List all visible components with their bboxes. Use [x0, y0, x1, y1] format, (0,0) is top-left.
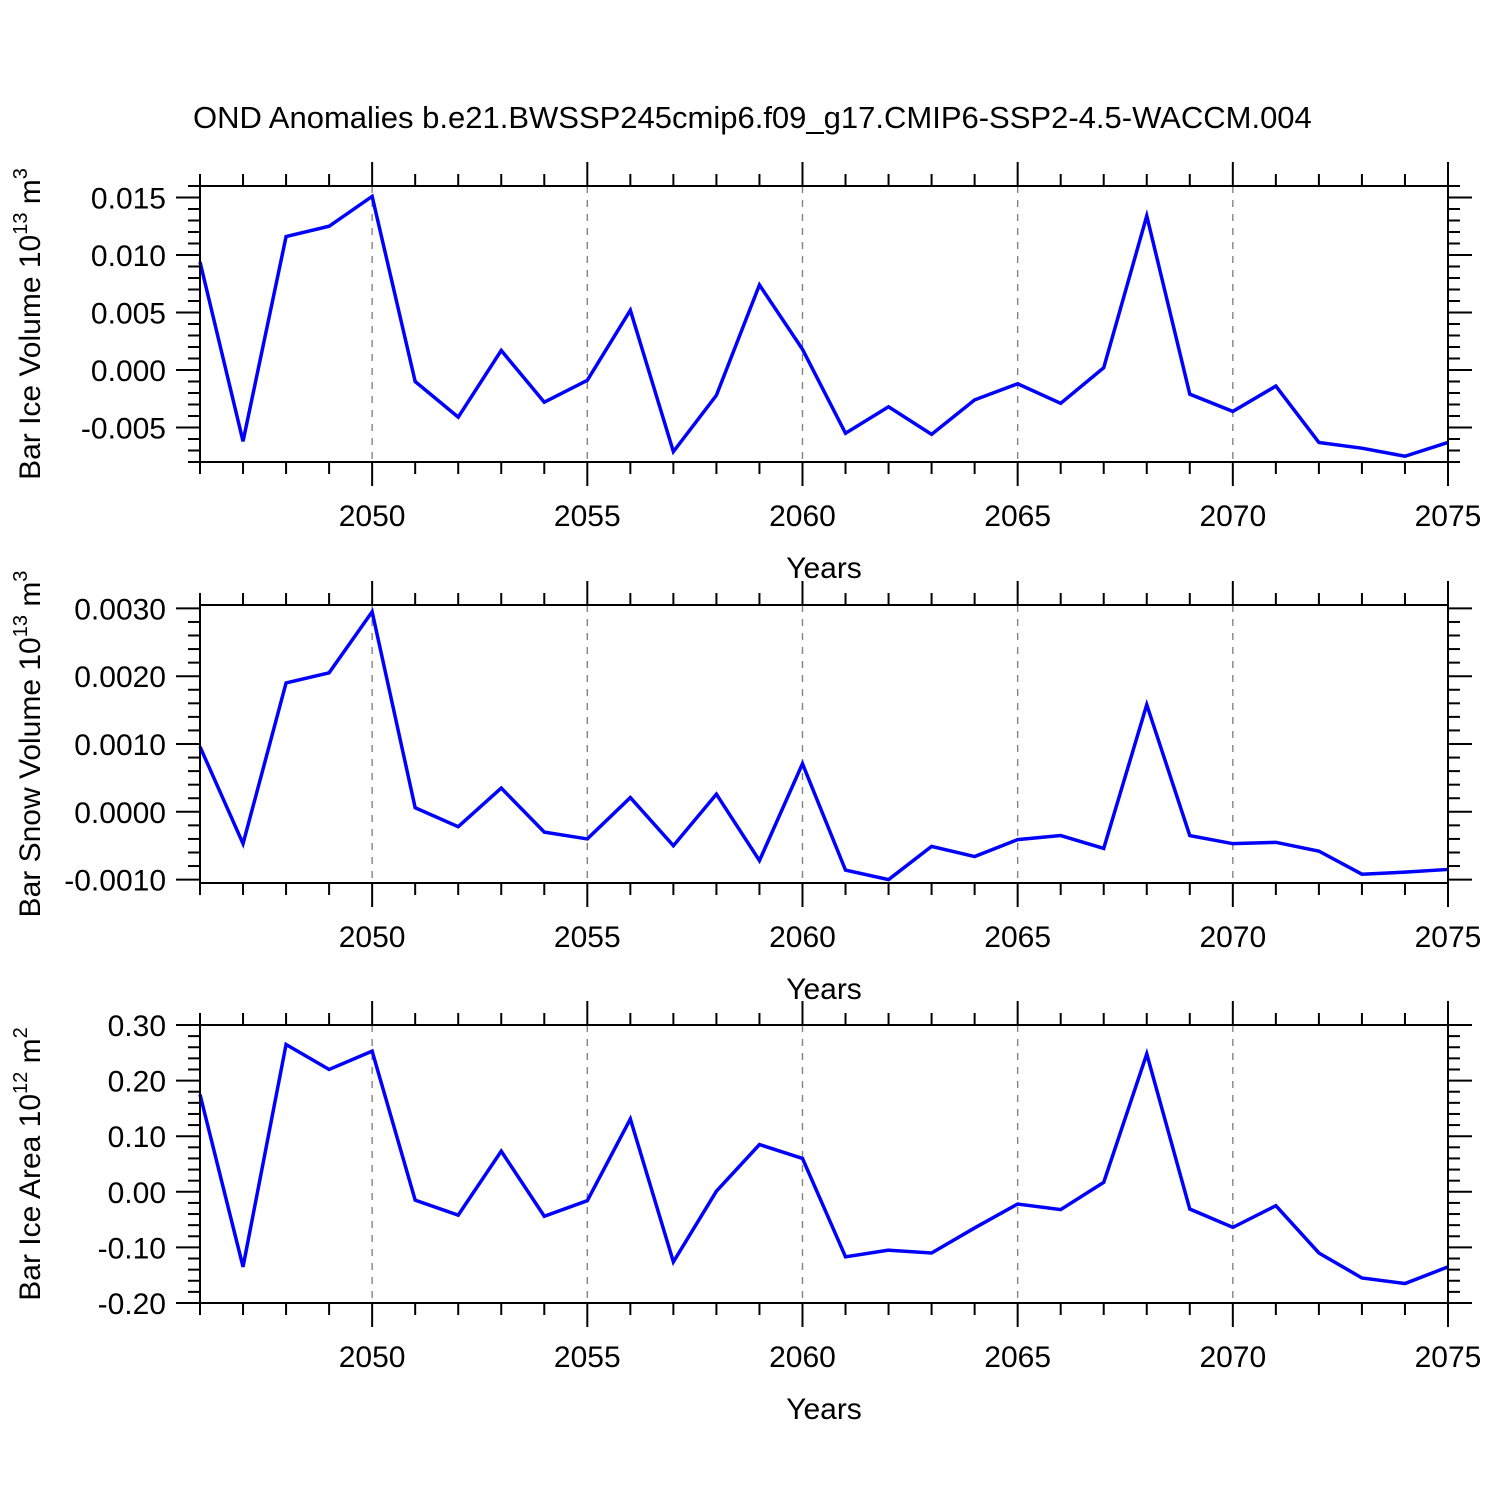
- snow-volume-line: [198, 607, 1449, 882]
- y-tick-label: -0.10: [98, 1232, 166, 1265]
- x-tick-label: 2070: [1199, 921, 1266, 954]
- x-tick-label: 2075: [1415, 921, 1482, 954]
- panel-snow-volume: 0.0030 0.0020 0.0010 0.0000 -0.0010 2050 2055 2…: [10, 571, 1481, 1006]
- y-tick-label: 0.0010: [74, 729, 166, 762]
- y-ticks: [176, 1024, 1472, 1304]
- gridlines: [371, 186, 1234, 462]
- y-tick-label: 0.30: [108, 1010, 166, 1043]
- x-tick-label: 2070: [1199, 1341, 1266, 1374]
- y-tick-label: 0.00: [108, 1177, 166, 1210]
- x-ticks: [199, 162, 1449, 486]
- y-tick-label: 0.005: [91, 298, 166, 331]
- chart-title: OND Anomalies b.e21.BWSSP245cmip6.f09_g1…: [193, 100, 1312, 135]
- x-ticks: [199, 1001, 1449, 1327]
- y-tick-label: 0.010: [91, 240, 166, 273]
- gridlines: [371, 1025, 1234, 1303]
- y-tick-label: 0.015: [91, 183, 166, 216]
- y-tick-label: -0.005: [81, 413, 166, 446]
- y-tick-label: 0.20: [108, 1066, 166, 1099]
- x-tick-label: 2075: [1415, 1341, 1482, 1374]
- x-tick-label: 2050: [339, 1341, 406, 1374]
- x-tick-label: 2060: [769, 500, 836, 533]
- y-tick-label: 0.0030: [74, 593, 166, 626]
- x-tick-label: 2050: [339, 500, 406, 533]
- x-ticks: [199, 581, 1449, 907]
- x-tick-label: 2050: [339, 921, 406, 954]
- x-tick-label: 2065: [984, 1341, 1051, 1374]
- y-axis-title: Bar Ice Volume 1013 m3: [10, 168, 47, 480]
- y-axis-title: Bar Snow Volume 1013 m3: [10, 571, 47, 918]
- y-tick-label: 0.000: [91, 355, 166, 388]
- x-tick-label: 2055: [554, 921, 621, 954]
- ice-volume-line: [198, 193, 1449, 459]
- x-tick-label: 2065: [984, 500, 1051, 533]
- y-tick-label: -0.20: [98, 1288, 166, 1321]
- x-axis-title: Years: [786, 973, 862, 1006]
- x-tick-label: 2060: [769, 921, 836, 954]
- y-tick-label: 0.0000: [74, 797, 166, 830]
- panel-ice-volume: 0.015 0.010 0.005 0.000 -0.005 2050 2055 2060 20…: [10, 162, 1481, 585]
- y-tick-label: -0.0010: [64, 865, 166, 898]
- y-axis-title: Bar Ice Area 1012 m2: [10, 1027, 47, 1301]
- y-tick-label: 0.10: [108, 1121, 166, 1154]
- y-ticks: [176, 607, 1472, 881]
- ice-area-line: [198, 1041, 1449, 1286]
- panel-ice-area: 0.30 0.20 0.10 0.00 -0.10 -0.20 2050 2055 2060 20…: [10, 1001, 1481, 1426]
- y-tick-label: 0.0020: [74, 661, 166, 694]
- x-axis-title: Years: [786, 552, 862, 585]
- x-axis-title: Years: [786, 1393, 862, 1426]
- plot-frame: [199, 1024, 1449, 1304]
- x-tick-label: 2075: [1415, 500, 1482, 533]
- x-tick-label: 2055: [554, 1341, 621, 1374]
- x-tick-label: 2065: [984, 921, 1051, 954]
- gridlines: [371, 605, 1234, 883]
- x-tick-label: 2060: [769, 1341, 836, 1374]
- y-ticks: [176, 185, 1472, 463]
- x-tick-label: 2070: [1199, 500, 1266, 533]
- x-tick-label: 2055: [554, 500, 621, 533]
